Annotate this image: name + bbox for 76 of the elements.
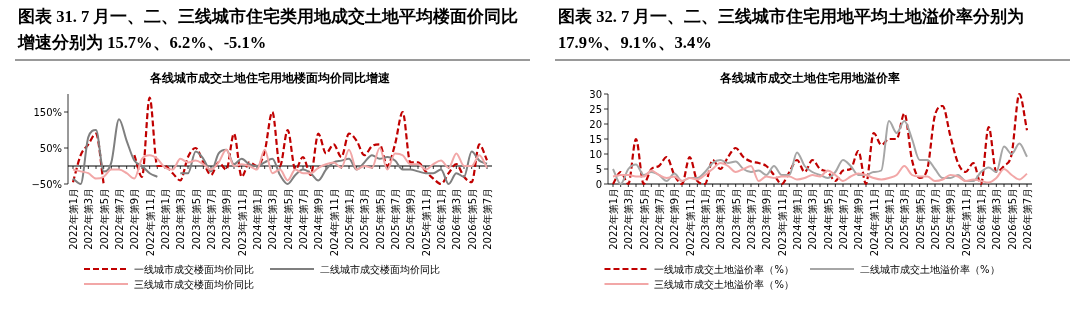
y-tick-label: 5 bbox=[595, 163, 602, 175]
x-tick-label: 2022年第9月 bbox=[669, 188, 681, 250]
chart-title: 图表 32. 7 月一、二、三线城市住宅用地平均土地溢价率分别为 17.9%、9.1%、3.4% bbox=[558, 7, 1025, 52]
x-tick-label: 2024年第5月 bbox=[282, 188, 294, 250]
x-tick-label: 2023年第1月 bbox=[700, 188, 711, 250]
x-tick-label: 2026年第5月 bbox=[466, 188, 478, 250]
x-tick-label: 2023年第9月 bbox=[761, 188, 773, 250]
x-tick-label: 2026年第3月 bbox=[991, 188, 1003, 250]
x-tick-label: 2025年第7月 bbox=[930, 188, 941, 250]
x-tick-label: 2026年第1月 bbox=[976, 188, 987, 250]
x-tick-label: 2026年第7月 bbox=[482, 188, 493, 250]
x-tick-label: 2024年第7月 bbox=[298, 188, 309, 250]
x-tick-label: 2024年第1月 bbox=[792, 188, 803, 250]
y-tick-label: 10 bbox=[589, 148, 602, 160]
x-tick-label: 2025年第1月 bbox=[884, 188, 895, 250]
x-tick-label: 2022年第3月 bbox=[83, 188, 95, 250]
x-tick-label: 2023年第11月 bbox=[236, 188, 248, 257]
y-tick-label: 20 bbox=[589, 118, 602, 130]
x-tick-label: 2025年第3月 bbox=[359, 188, 371, 250]
x-tick-label: 2023年第11月 bbox=[776, 188, 788, 257]
chart-subtitle: 各线城市成交土地住宅用地楼面均价同比增速 bbox=[149, 71, 391, 85]
legend-label: 二线城市成交楼面均价同比 bbox=[320, 263, 440, 275]
x-tick-label: 2022年第11月 bbox=[144, 188, 156, 257]
x-tick-label: 2022年第7月 bbox=[114, 188, 125, 250]
x-tick-label: 2023年第5月 bbox=[730, 188, 742, 250]
legend-label: 二线城市成交土地溢价率（%） bbox=[860, 263, 1000, 275]
x-tick-label: 2024年第9月 bbox=[313, 188, 325, 250]
x-tick-label: 2022年第3月 bbox=[623, 188, 635, 250]
x-tick-label: 2024年第11月 bbox=[868, 188, 880, 257]
x-tick-label: 2024年第11月 bbox=[328, 188, 340, 257]
x-tick-label: 2025年第5月 bbox=[914, 188, 926, 250]
x-tick-label: 2023年第7月 bbox=[746, 188, 757, 250]
x-tick-label: 2022年第9月 bbox=[129, 188, 141, 250]
x-tick-label: 2024年第9月 bbox=[853, 188, 865, 250]
legend-label: 一线城市成交土地溢价率（%） bbox=[654, 263, 794, 275]
legend-label: 一线城市成交楼面均价同比 bbox=[134, 263, 254, 275]
x-tick-label: 2024年第3月 bbox=[267, 188, 279, 250]
legend-label: 三线城市成交土地溢价率（%） bbox=[654, 278, 794, 290]
x-tick-label: 2022年第1月 bbox=[608, 188, 619, 250]
x-tick-label: 2022年第5月 bbox=[638, 188, 650, 250]
x-tick-label: 2026年第1月 bbox=[436, 188, 447, 250]
x-tick-label: 2025年第11月 bbox=[960, 188, 972, 257]
x-tick-label: 2025年第3月 bbox=[899, 188, 911, 250]
y-tick-label: 30 bbox=[589, 88, 602, 100]
x-tick-label: 2023年第3月 bbox=[715, 188, 727, 250]
x-tick-label: 2024年第3月 bbox=[807, 188, 819, 250]
x-tick-label: 2022年第1月 bbox=[68, 188, 79, 250]
x-tick-label: 2025年第7月 bbox=[390, 188, 401, 250]
x-tick-label: 2024年第7月 bbox=[838, 188, 849, 250]
y-tick-label: 0 bbox=[595, 178, 602, 190]
x-tick-label: 2022年第11月 bbox=[684, 188, 696, 257]
x-tick-label: 2023年第7月 bbox=[206, 188, 217, 250]
x-tick-label: 2026年第5月 bbox=[1006, 188, 1018, 250]
x-tick-label: 2025年第11月 bbox=[420, 188, 432, 257]
x-tick-label: 2026年第3月 bbox=[451, 188, 463, 250]
x-tick-label: 2025年第5月 bbox=[374, 188, 386, 250]
x-tick-label: 2023年第5月 bbox=[190, 188, 202, 250]
chart-title: 图表 31. 7 月一、二、三线城市住宅类用地成交土地平均楼面价同比增速分别为 15.7%、6.2%、-5.1% bbox=[17, 7, 519, 52]
x-tick-label: 2023年第9月 bbox=[221, 188, 233, 250]
chart-subtitle: 各线城市成交土地住宅用地溢价率 bbox=[719, 71, 900, 85]
y-tick-label: 150% bbox=[33, 106, 62, 118]
x-tick-label: 2024年第1月 bbox=[252, 188, 263, 250]
x-tick-label: 2025年第9月 bbox=[405, 188, 417, 250]
x-tick-label: 2025年第9月 bbox=[945, 188, 957, 250]
x-tick-label: 2023年第3月 bbox=[175, 188, 187, 250]
x-tick-label: 2024年第5月 bbox=[822, 188, 834, 250]
x-tick-label: 2022年第7月 bbox=[654, 188, 665, 250]
y-tick-label: 25 bbox=[589, 103, 602, 115]
y-tick-label: 50% bbox=[39, 142, 62, 154]
x-tick-label: 2023年第1月 bbox=[160, 188, 171, 250]
y-tick-label: −50% bbox=[31, 178, 62, 190]
x-tick-label: 2025年第1月 bbox=[344, 188, 355, 250]
y-tick-label: 15 bbox=[589, 133, 602, 145]
x-tick-label: 2026年第7月 bbox=[1022, 188, 1033, 250]
legend-label: 三线城市成交楼面均价同比 bbox=[134, 278, 254, 290]
x-tick-label: 2022年第5月 bbox=[98, 188, 110, 250]
